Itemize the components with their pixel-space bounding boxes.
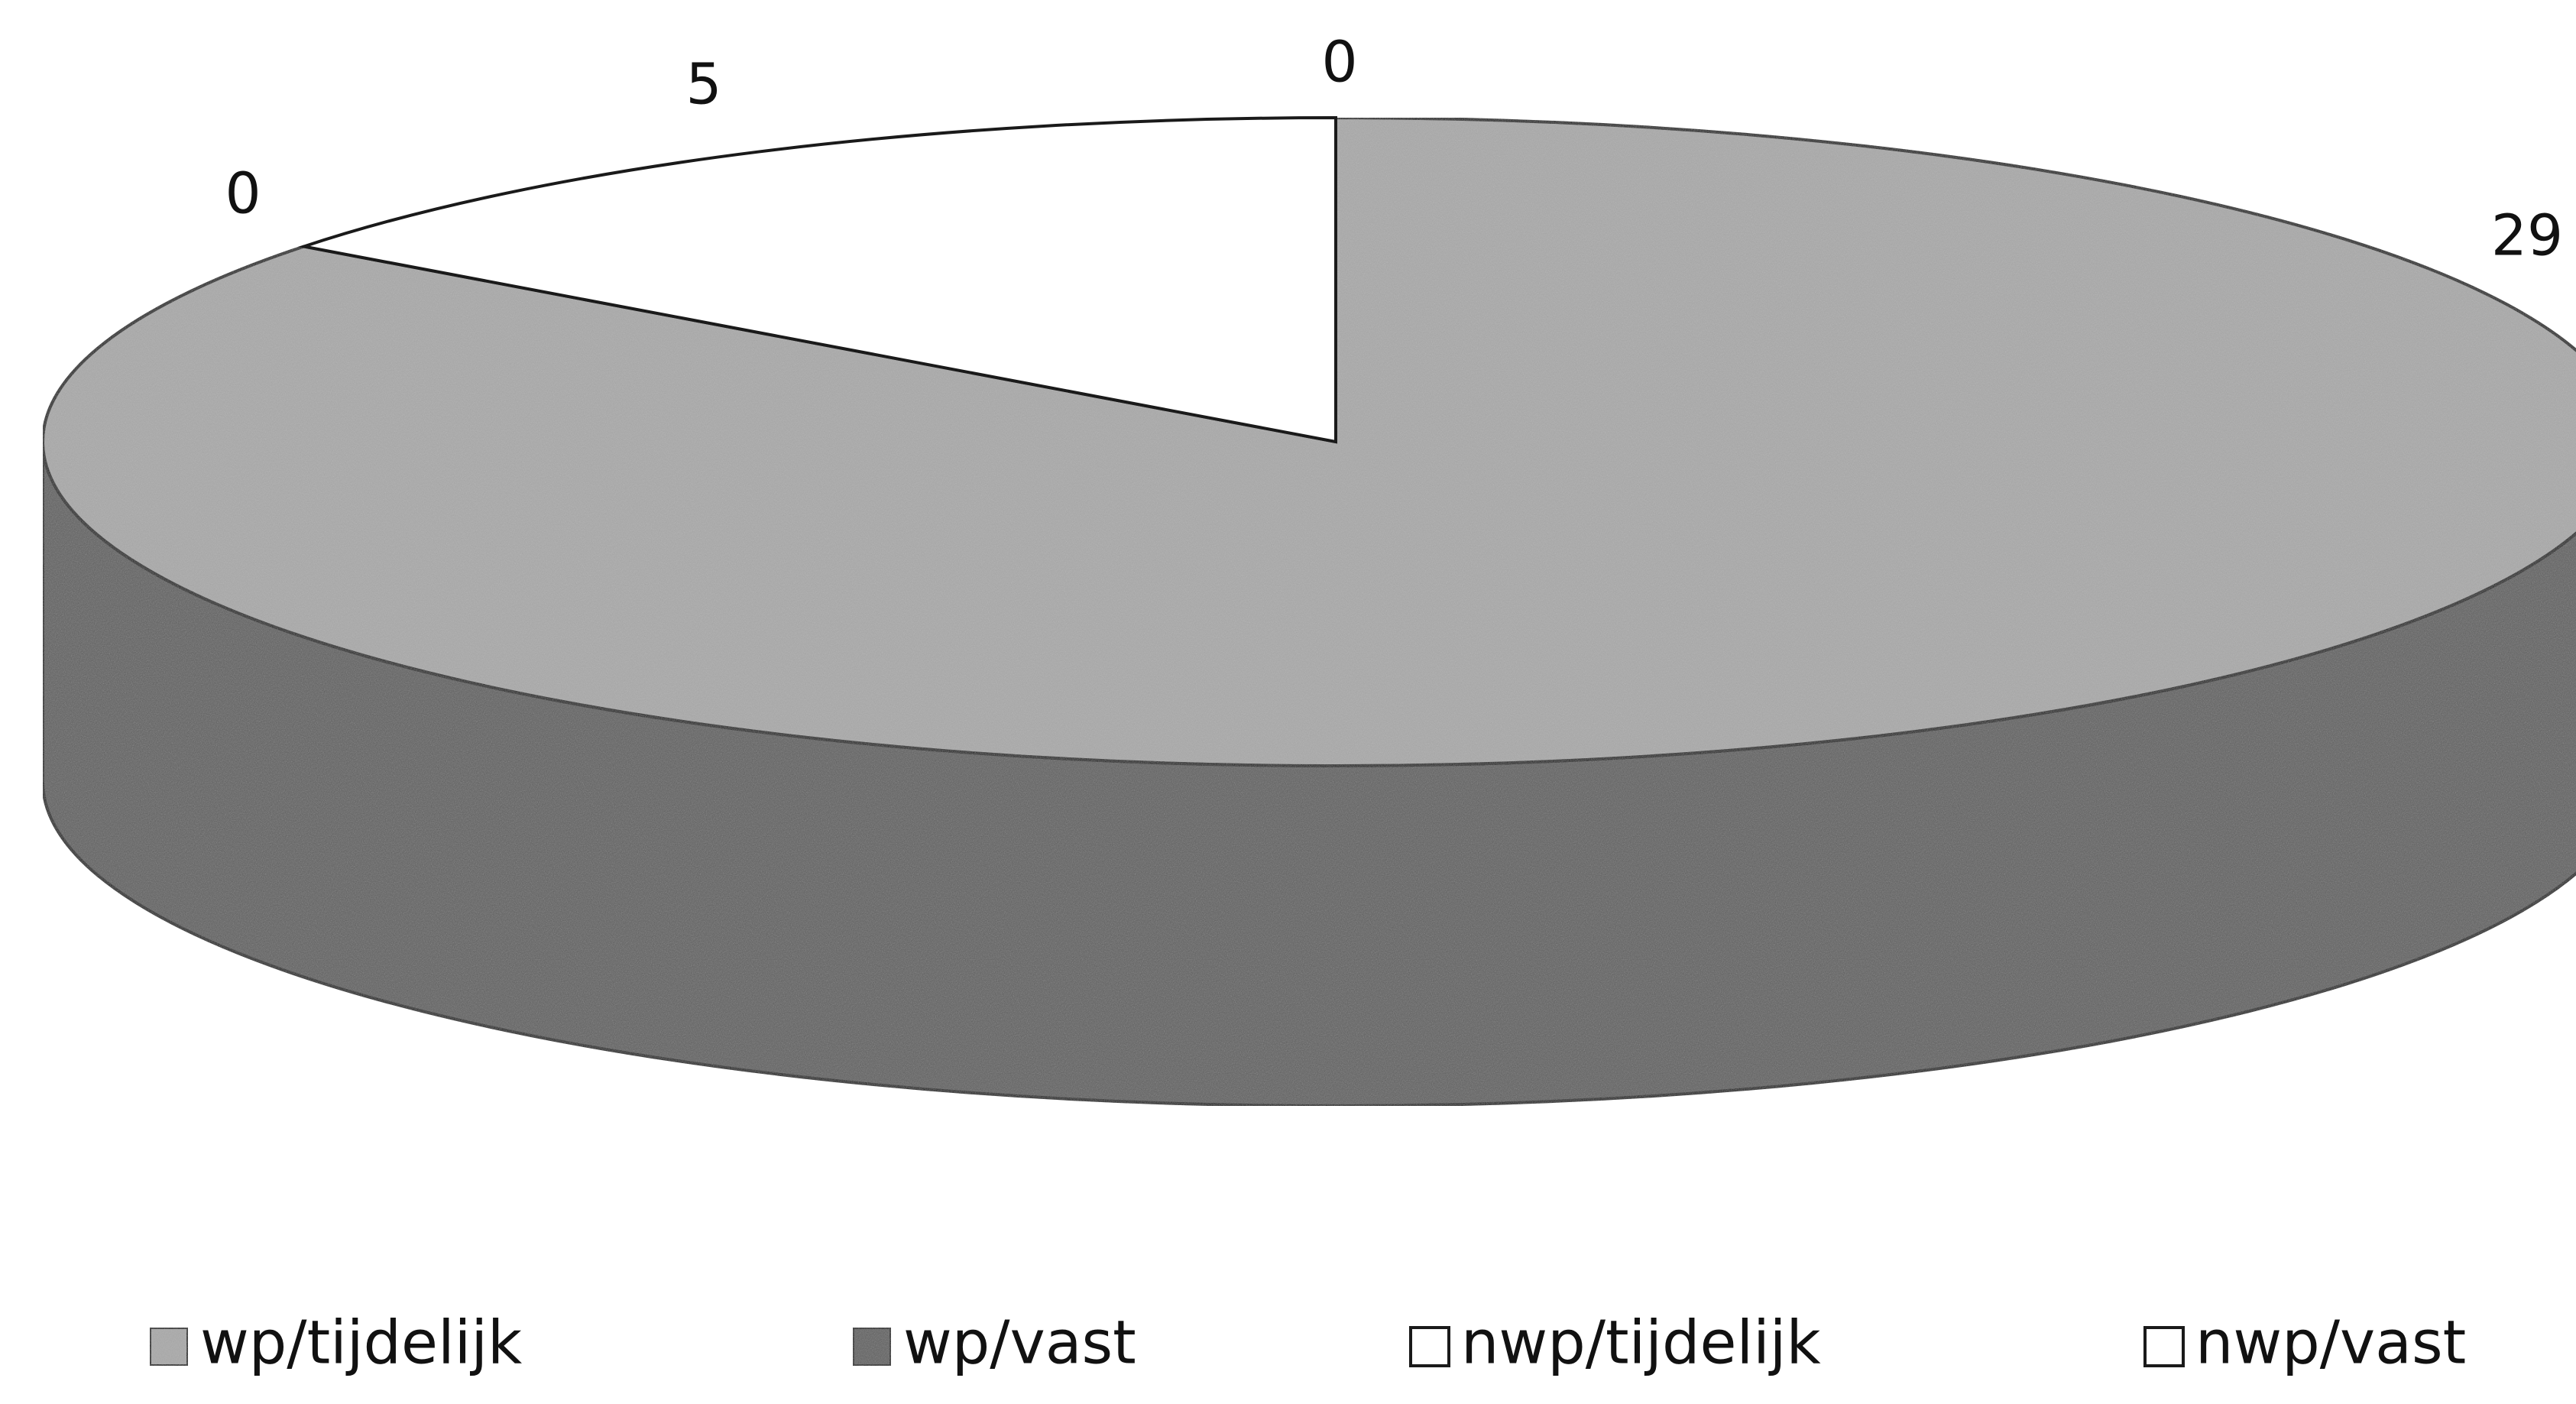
pie-slice-nwp-tijdelijk [297, 115, 1337, 444]
data-label-wp-tijdelijk: 29 [2491, 203, 2563, 269]
legend-swatch [148, 1326, 190, 1367]
data-label-nwp-tijdelijk: 5 [685, 52, 721, 118]
legend-item-wp-tijdelijk: wp/tijdelijk [148, 1308, 522, 1377]
pie-slice-wp-tijdelijk [41, 115, 2576, 767]
data-label-wp-vast: 0 [1321, 30, 1357, 96]
legend-item-nwp-vast: nwp/vast [2143, 1308, 2466, 1377]
legend-label: wp/tijdelijk [200, 1308, 522, 1377]
legend-item-wp-vast: wp/vast [851, 1308, 1136, 1377]
legend-label: nwp/tijdelijk [1461, 1308, 1821, 1377]
legend-label: wp/vast [903, 1308, 1136, 1377]
legend-item-nwp-tijdelijk: nwp/tijdelijk [1409, 1308, 1821, 1377]
data-label-nwp-vast: 0 [225, 161, 261, 227]
legend-swatch [851, 1326, 893, 1367]
legend-swatch [1409, 1326, 1450, 1367]
legend-label: nwp/vast [2195, 1308, 2466, 1377]
legend-swatch [2143, 1326, 2185, 1367]
